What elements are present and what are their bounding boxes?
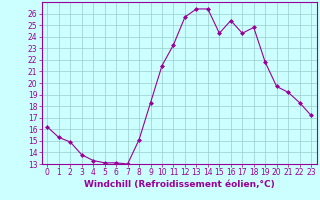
X-axis label: Windchill (Refroidissement éolien,°C): Windchill (Refroidissement éolien,°C) — [84, 180, 275, 189]
